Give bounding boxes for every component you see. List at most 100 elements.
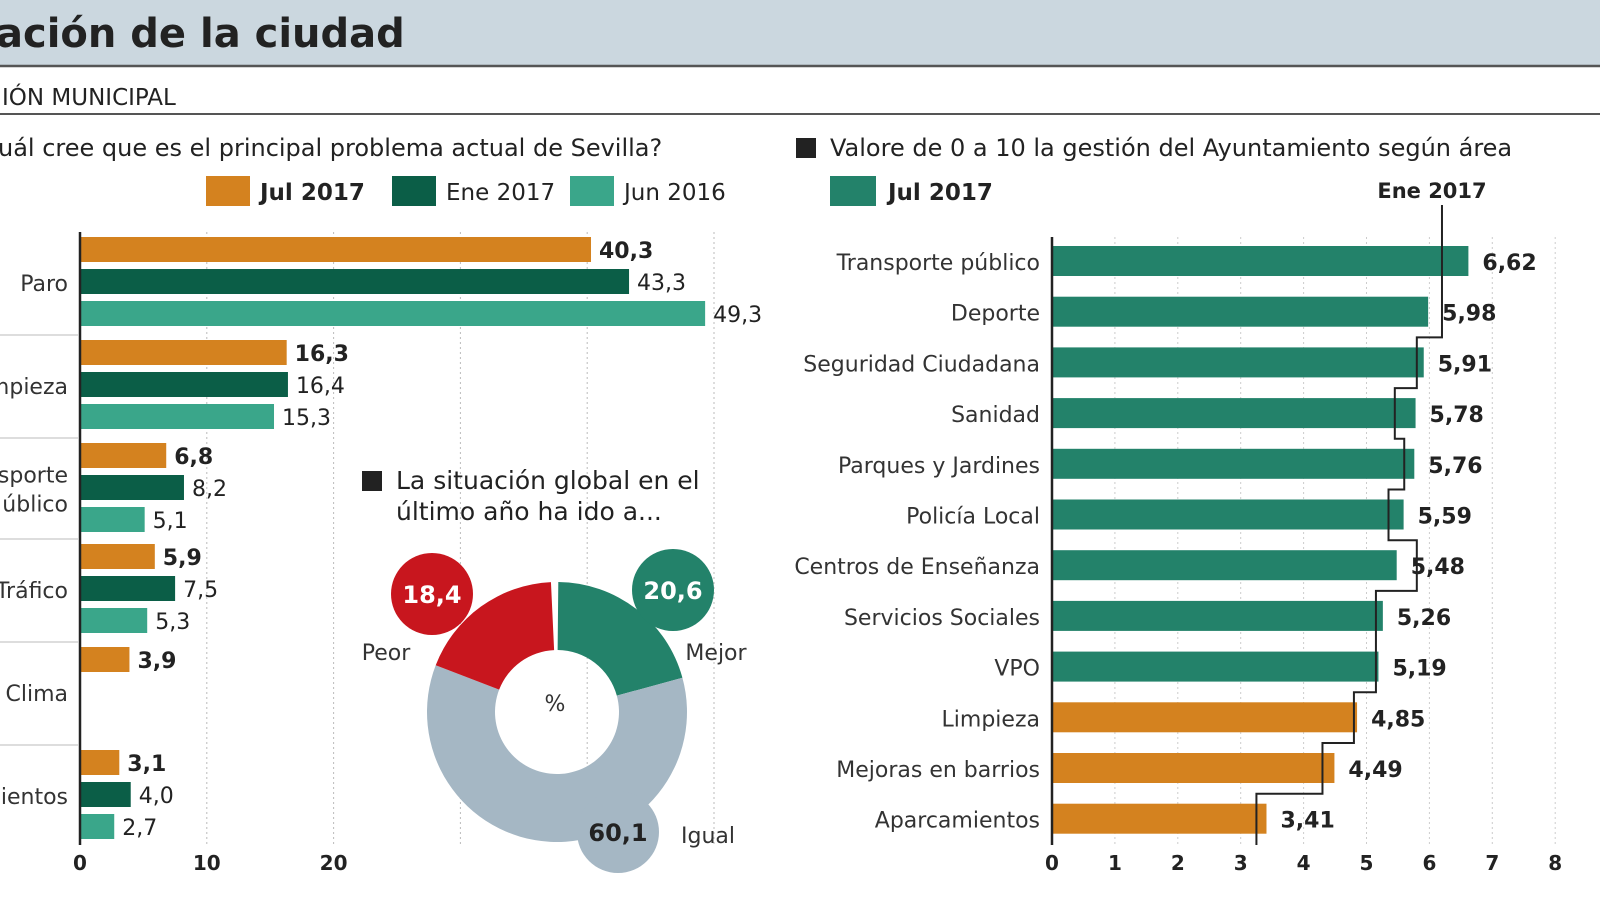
donut-chart: 20,6 Mejor 60,1 Igual 18,4 Peor% — [362, 549, 748, 873]
x-tick-label: 7 — [1485, 851, 1499, 875]
category-label-trafico: Tráfico — [0, 579, 68, 604]
bar-aparcamientos — [1052, 803, 1267, 834]
legend-swatch-ene-2017 — [392, 176, 436, 206]
right-title-marker — [796, 138, 816, 158]
value-bubble-igual — [577, 791, 659, 873]
x-tick-label: 8 — [1548, 851, 1562, 875]
bar-jun-2016-ientos — [80, 814, 115, 839]
page-title: ación de la ciudad — [0, 11, 405, 57]
right-bar-chart: 0 1 2 3 4 5 6 7 8 Transporte público 6,62 Deporte 5,… — [794, 205, 1562, 875]
category-label-aparcamientos: Aparcamientos — [875, 809, 1040, 834]
category-label-sporte-ublico: sporte — [0, 464, 68, 489]
donut-label-mejor: Mejor — [685, 641, 747, 666]
category-label-vpo: VPO — [994, 657, 1040, 682]
bar-jun-2016-paro — [80, 301, 706, 326]
donut-value-peor: 18,4 — [402, 581, 461, 609]
header-band — [0, 0, 1600, 65]
bar-ene-2017-mpieza — [80, 372, 288, 397]
data-label: 49,3 — [713, 303, 762, 328]
donut-value-mejor: 20,6 — [643, 577, 702, 605]
data-label-parques-y-jardines: 5,76 — [1428, 454, 1482, 479]
x-tick-label: 0 — [1045, 851, 1059, 875]
reference-line-label: Ene 2017 — [1377, 179, 1486, 203]
bar-parques-y-jardines — [1052, 448, 1415, 479]
data-label: 15,3 — [282, 406, 331, 431]
left-legend: Jul 2017 Ene 2017 Jun 2016 — [206, 176, 726, 206]
category-label-limpieza: Limpieza — [942, 707, 1040, 732]
legend-label-jul-2017: Jul 2017 — [258, 180, 365, 206]
x-tick-label: 3 — [1234, 851, 1248, 875]
legend-label-jun-2016: Jun 2016 — [622, 180, 726, 206]
category-label-sanidad: Sanidad — [951, 403, 1040, 428]
bar-ene-2017-ientos — [80, 782, 131, 807]
value-bubble-mejor — [632, 549, 714, 631]
category-label-ientos: ientos — [1, 785, 68, 810]
bar-jul-2017-mpieza — [80, 340, 287, 365]
bar-sanidad — [1052, 398, 1416, 429]
x-tick-label: 1 — [1108, 851, 1122, 875]
data-label: 3,9 — [137, 649, 176, 674]
category-label-paro: Paro — [20, 272, 68, 297]
data-label: 16,3 — [295, 342, 349, 367]
data-label-limpieza: 4,85 — [1371, 707, 1425, 732]
donut-label-igual: Igual — [681, 824, 735, 849]
bar-centros-de-ensenanza — [1052, 550, 1397, 581]
donut-value-igual: 60,1 — [588, 819, 647, 847]
category-label-centros-de-ensenanza: Centros de Enseñanza — [794, 555, 1040, 580]
category-label-transporte-publico: Transporte público — [836, 251, 1040, 276]
category-label-deporte: Deporte — [951, 302, 1040, 327]
left-chart-title: uál cree que es el principal problema ac… — [0, 134, 662, 162]
bar-limpieza — [1052, 702, 1358, 733]
category-label-clima: Clima — [6, 682, 69, 707]
right-chart-title: Valore de 0 a 10 la gestión del Ayuntami… — [830, 134, 1512, 162]
bar-transporte-publico — [1052, 246, 1469, 276]
category-label-mpieza: mpieza — [0, 375, 68, 400]
bar-jul-2017-trafico — [80, 544, 155, 569]
data-label-policia-local: 5,59 — [1418, 505, 1472, 530]
x-tick-label: 2 — [1171, 851, 1185, 875]
data-label-aparcamientos: 3,41 — [1280, 809, 1334, 834]
data-label: 4,0 — [139, 784, 174, 809]
data-label-seguridad-ciudadana: 5,91 — [1438, 352, 1492, 377]
x-tick-label: 20 — [320, 851, 348, 875]
donut-title: La situación global en el último año ha i… — [396, 466, 700, 526]
data-label-deporte: 5,98 — [1442, 302, 1496, 327]
data-label: 6,8 — [174, 445, 213, 470]
bar-jul-2017-paro — [80, 237, 592, 262]
data-label-transporte-publico: 6,62 — [1482, 251, 1536, 276]
bar-deporte — [1052, 296, 1429, 327]
data-label: 5,9 — [163, 546, 202, 571]
bar-servicios-sociales — [1052, 600, 1383, 631]
data-label: 40,3 — [599, 239, 653, 264]
bar-vpo — [1052, 651, 1379, 682]
category-label-policia-local: Policía Local — [906, 505, 1040, 530]
bar-jul-2017-sporte-ublico — [80, 443, 167, 468]
value-bubble-peor — [391, 553, 473, 635]
bar-jul-2017-clima — [80, 647, 130, 672]
bar-jun-2016-mpieza — [80, 404, 275, 429]
legend-swatch-jul-2017 — [830, 176, 876, 206]
bar-jun-2016-sporte-ublico — [80, 507, 145, 532]
bar-ene-2017-trafico — [80, 576, 176, 601]
data-label: 5,3 — [155, 610, 190, 635]
bar-jun-2016-trafico — [80, 608, 148, 633]
x-tick-label: 5 — [1360, 851, 1374, 875]
x-tick-label: 10 — [193, 851, 221, 875]
data-label-sanidad: 5,78 — [1430, 403, 1484, 428]
category-label-mejoras-en-barrios: Mejoras en barrios — [836, 758, 1040, 783]
data-label: 5,1 — [153, 509, 188, 534]
data-label: 43,3 — [637, 271, 686, 296]
legend-label-jul-2017: Jul 2017 — [886, 180, 993, 206]
ene-2017-reference-line — [1255, 205, 1443, 845]
x-tick-label: 6 — [1422, 851, 1436, 875]
category-label-servicios-sociales: Servicios Sociales — [844, 606, 1040, 631]
data-label-centros-de-ensenanza: 5,48 — [1411, 555, 1465, 580]
donut-center-label: % — [545, 692, 566, 717]
left-bar-chart: 0 10 20 Paro 40,3 43,3 49,3 mpieza 16,3 16,4 15,3 s… — [0, 232, 762, 875]
donut-label-peor: Peor — [362, 641, 411, 666]
bar-mejoras-en-barrios — [1052, 753, 1335, 783]
category-label-parques-y-jardines: Parques y Jardines — [838, 454, 1040, 479]
bar-jul-2017-ientos — [80, 750, 120, 775]
category-label-seguridad-ciudadana: Seguridad Ciudadana — [803, 352, 1040, 377]
